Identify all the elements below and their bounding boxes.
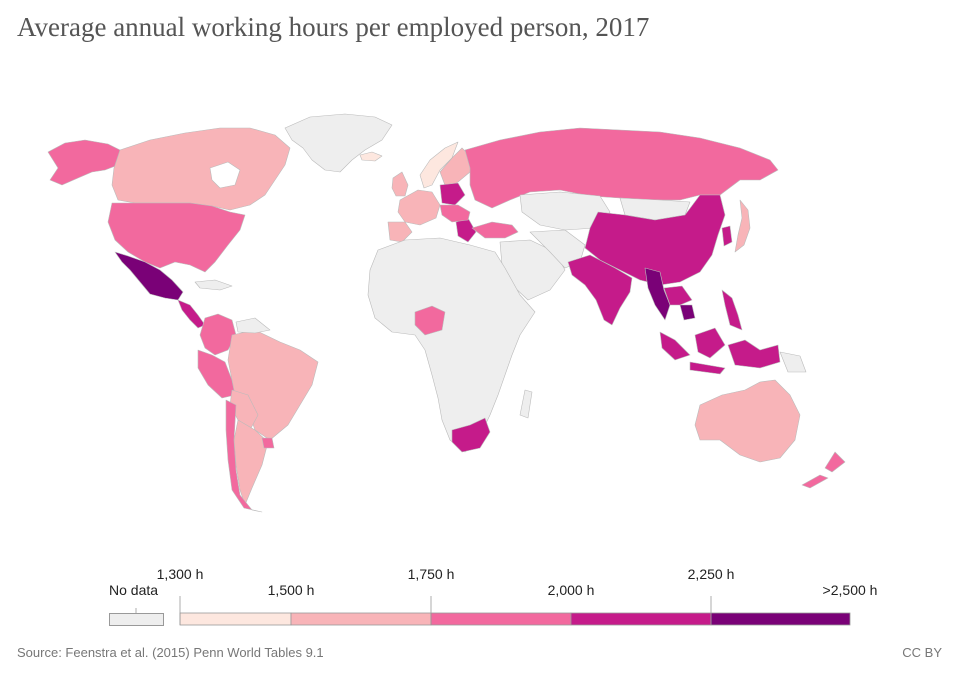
legend-bin-3 — [430, 612, 572, 626]
license-link[interactable]: CC BY — [902, 645, 942, 660]
region-south-africa[interactable] — [451, 417, 491, 453]
legend-bin-5 — [710, 612, 851, 626]
region-cambodia[interactable] — [679, 304, 696, 321]
region-russia[interactable] — [464, 127, 779, 209]
region-australia[interactable] — [694, 379, 801, 463]
chart-title: Average annual working hours per employe… — [17, 12, 650, 42]
region-nigeria[interactable] — [414, 305, 446, 336]
region-central-america[interactable] — [177, 299, 206, 329]
region-philippines[interactable] — [721, 289, 743, 331]
legend-bin-1 — [179, 612, 292, 626]
region-uk[interactable] — [391, 171, 409, 197]
region-canada[interactable] — [111, 127, 291, 211]
legend-label-2250: 2,250 h — [687, 566, 735, 582]
region-alaska[interactable] — [47, 139, 121, 186]
legend-color-bar — [135, 596, 851, 626]
legend-bin-4 — [570, 612, 712, 626]
region-uruguay[interactable] — [261, 437, 275, 449]
region-greenland[interactable] — [284, 113, 393, 173]
region-western-europe[interactable] — [397, 189, 441, 226]
legend-label-2500: >2,500 h — [822, 582, 878, 598]
region-china[interactable] — [584, 194, 726, 286]
region-colombia[interactable] — [199, 313, 237, 356]
legend-label-1500: 1,500 h — [267, 582, 315, 598]
region-eastern-europe[interactable] — [439, 204, 471, 223]
region-central-europe[interactable] — [439, 182, 466, 206]
region-india[interactable] — [567, 254, 633, 326]
legend-no-data-swatch — [109, 613, 164, 626]
region-korea[interactable] — [721, 225, 733, 247]
region-thailand[interactable] — [663, 285, 693, 306]
legend-bin-2 — [290, 612, 432, 626]
region-chile[interactable] — [225, 399, 263, 513]
region-iberia[interactable] — [387, 221, 413, 243]
region-indonesia[interactable] — [659, 327, 781, 375]
region-japan[interactable] — [734, 199, 751, 253]
legend-no-data-label: No data — [109, 582, 159, 598]
legend-label-1750: 1,750 h — [407, 566, 455, 582]
region-new-zealand[interactable] — [801, 451, 846, 489]
source-note: Source: Feenstra et al. (2015) Penn Worl… — [17, 645, 324, 660]
legend-label-1300: 1,300 h — [156, 566, 204, 582]
region-usa[interactable] — [107, 202, 246, 273]
region-iceland[interactable] — [359, 151, 383, 162]
region-myanmar[interactable] — [644, 267, 671, 321]
legend-label-2000: 2,000 h — [547, 582, 595, 598]
region-caribbean[interactable] — [194, 279, 233, 291]
region-greece[interactable] — [455, 217, 477, 243]
region-turkey[interactable] — [471, 221, 519, 239]
